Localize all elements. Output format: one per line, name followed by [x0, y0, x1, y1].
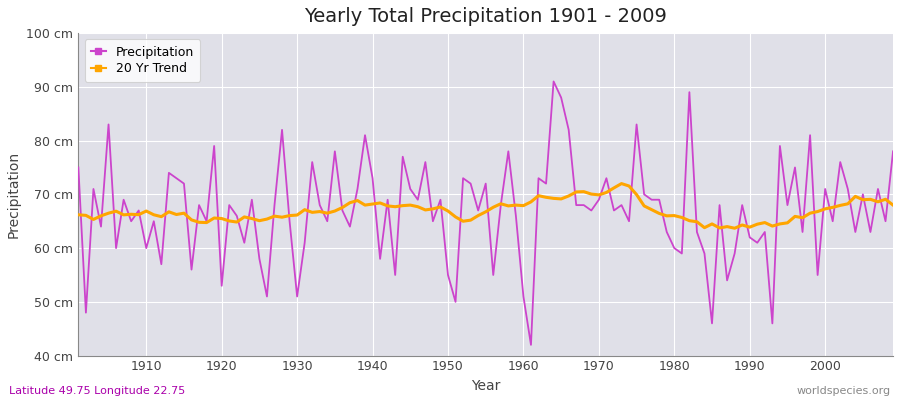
- Y-axis label: Precipitation: Precipitation: [7, 151, 21, 238]
- Title: Yearly Total Precipitation 1901 - 2009: Yearly Total Precipitation 1901 - 2009: [304, 7, 667, 26]
- Legend: Precipitation, 20 Yr Trend: Precipitation, 20 Yr Trend: [85, 39, 201, 82]
- X-axis label: Year: Year: [471, 379, 500, 393]
- Text: worldspecies.org: worldspecies.org: [796, 386, 891, 396]
- Text: Latitude 49.75 Longitude 22.75: Latitude 49.75 Longitude 22.75: [9, 386, 185, 396]
